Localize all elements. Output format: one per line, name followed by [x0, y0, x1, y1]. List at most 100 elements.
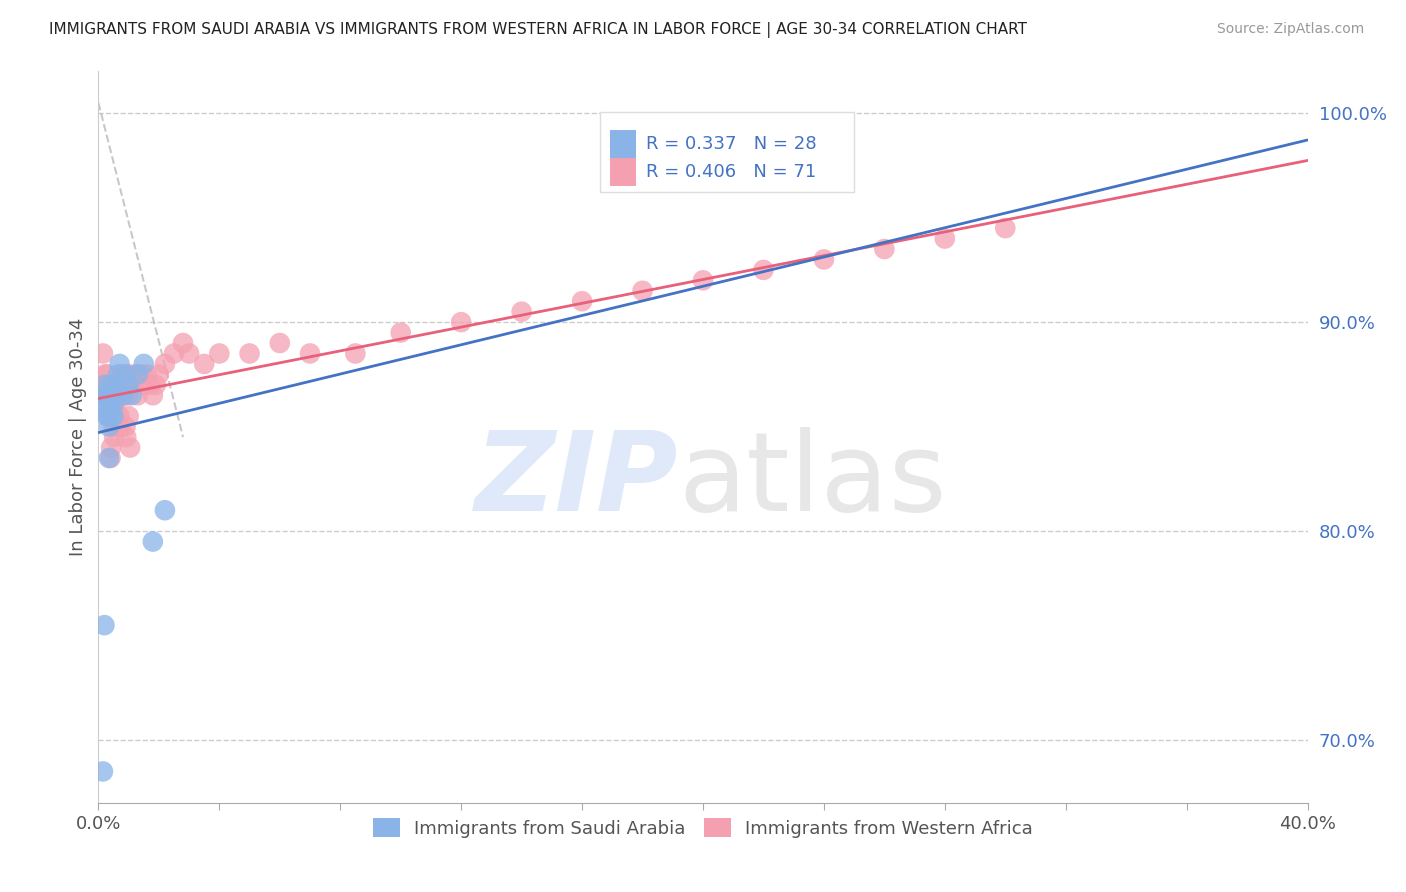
Point: [111, 388, 134, 402]
Point: [94, 388, 117, 402]
Text: atlas: atlas: [679, 427, 948, 534]
Point: [107, 388, 129, 402]
Point: [121, 388, 143, 402]
Point: [344, 346, 367, 360]
Point: [132, 357, 155, 371]
Point: [108, 377, 131, 392]
Point: [107, 377, 129, 392]
Point: [108, 388, 131, 402]
Point: [104, 377, 127, 392]
Point: [571, 294, 593, 309]
Point: [108, 419, 131, 434]
Point: [108, 357, 131, 371]
Point: [96, 368, 118, 382]
Point: [103, 409, 125, 424]
Point: [129, 368, 152, 382]
Point: [110, 368, 132, 382]
Point: [115, 430, 138, 444]
Point: [118, 409, 141, 424]
Point: [450, 315, 472, 329]
Point: [93, 388, 115, 402]
Point: [100, 441, 122, 455]
Point: [100, 450, 122, 465]
Point: [127, 388, 149, 402]
Point: [118, 368, 141, 382]
Point: [94, 377, 117, 392]
Point: [127, 368, 149, 382]
Point: [124, 368, 146, 382]
Point: [145, 377, 167, 392]
Point: [118, 377, 141, 392]
Y-axis label: In Labor Force | Age 30-34: In Labor Force | Age 30-34: [69, 318, 87, 557]
Point: [94, 368, 117, 382]
Point: [93, 618, 115, 632]
Point: [153, 503, 176, 517]
Point: [103, 388, 125, 402]
Point: [692, 273, 714, 287]
Point: [97, 409, 120, 424]
Point: [104, 399, 127, 413]
Point: [104, 377, 127, 392]
Point: [96, 388, 118, 402]
Point: [752, 263, 775, 277]
Point: [105, 388, 128, 402]
Point: [100, 409, 122, 424]
Point: [96, 399, 118, 413]
Point: [208, 346, 231, 360]
Text: R = 0.406   N = 71: R = 0.406 N = 71: [647, 163, 817, 181]
Text: IMMIGRANTS FROM SAUDI ARABIA VS IMMIGRANTS FROM WESTERN AFRICA IN LABOR FORCE | : IMMIGRANTS FROM SAUDI ARABIA VS IMMIGRAN…: [49, 22, 1028, 38]
Point: [111, 377, 134, 392]
Point: [112, 388, 135, 402]
Point: [114, 368, 136, 382]
Point: [120, 441, 142, 455]
Point: [98, 419, 121, 434]
Point: [114, 419, 136, 434]
Point: [108, 409, 131, 424]
Point: [101, 409, 124, 424]
Point: [135, 368, 157, 382]
Point: [100, 388, 122, 402]
Point: [103, 430, 125, 444]
Point: [163, 346, 186, 360]
Point: [179, 346, 201, 360]
Point: [101, 399, 124, 413]
Point: [101, 377, 124, 392]
Point: [91, 399, 114, 413]
Text: Source: ZipAtlas.com: Source: ZipAtlas.com: [1216, 22, 1364, 37]
Text: ZIP: ZIP: [475, 427, 679, 534]
Point: [873, 242, 896, 256]
Point: [934, 231, 956, 245]
Point: [121, 377, 143, 392]
Point: [91, 764, 114, 779]
Point: [269, 336, 291, 351]
Point: [631, 284, 654, 298]
Point: [148, 368, 170, 382]
Point: [510, 304, 533, 318]
Point: [101, 377, 124, 392]
Text: R = 0.337   N = 28: R = 0.337 N = 28: [647, 135, 817, 153]
Legend: Immigrants from Saudi Arabia, Immigrants from Western Africa: Immigrants from Saudi Arabia, Immigrants…: [366, 811, 1040, 845]
Point: [103, 419, 125, 434]
Point: [132, 377, 155, 392]
Point: [114, 377, 136, 392]
Point: [94, 377, 117, 392]
Point: [93, 377, 115, 392]
Point: [813, 252, 835, 267]
Point: [107, 368, 129, 382]
Point: [100, 388, 122, 402]
Bar: [610, 130, 637, 158]
Point: [193, 357, 215, 371]
FancyBboxPatch shape: [600, 112, 855, 192]
Point: [139, 377, 162, 392]
Point: [98, 450, 121, 465]
Point: [96, 409, 118, 424]
Point: [239, 346, 262, 360]
Point: [389, 326, 412, 340]
Point: [97, 377, 120, 392]
Point: [172, 336, 194, 351]
Point: [105, 388, 128, 402]
Point: [90, 388, 112, 402]
Point: [299, 346, 322, 360]
Point: [142, 534, 165, 549]
Point: [100, 399, 122, 413]
